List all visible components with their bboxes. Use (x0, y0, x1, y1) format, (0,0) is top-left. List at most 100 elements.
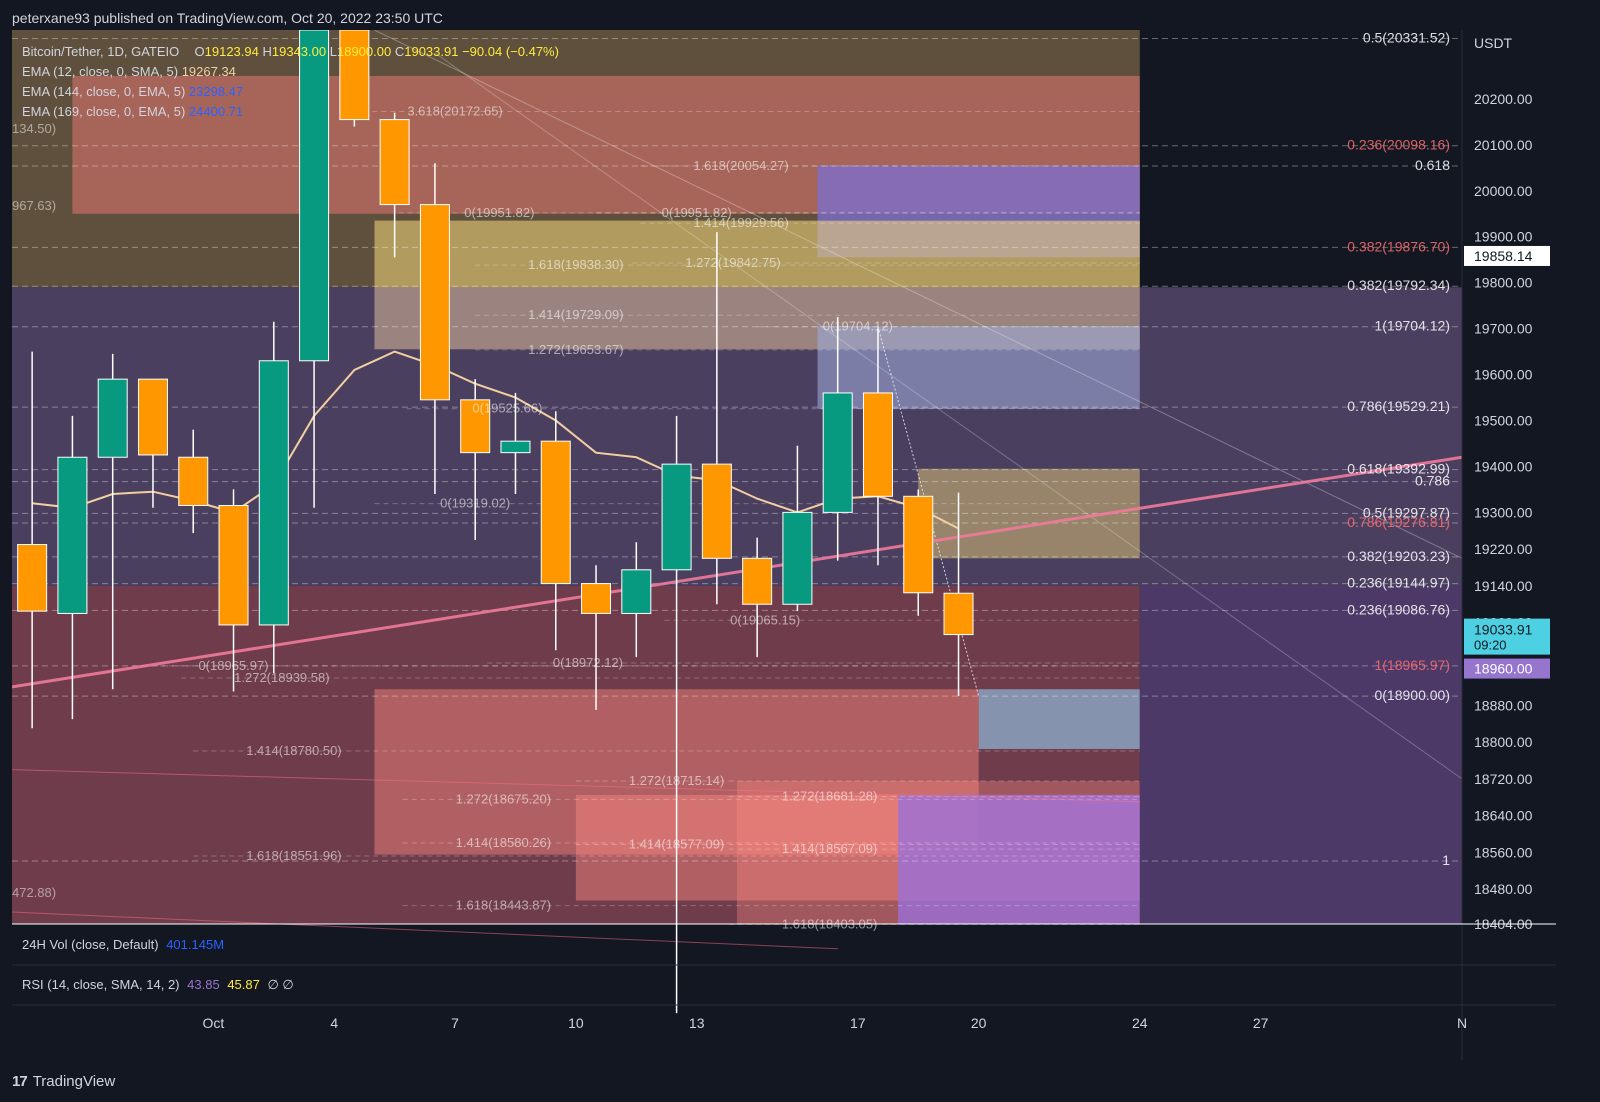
fib-edge-label: 967.63) (12, 198, 56, 213)
volume-label: 24H Vol (close, Default) (22, 937, 159, 952)
candle-body (742, 557, 773, 605)
price-tick-label: 18560.00 (1474, 844, 1533, 860)
fib-level-label: 0.5(20331.52) (1363, 30, 1450, 45)
trend-lines (12, 30, 1463, 950)
ema12-label: EMA (12, close, 0, SMA, 5) (22, 64, 179, 79)
price-tick-label: 19220.00 (1474, 541, 1533, 557)
candle-body (621, 569, 652, 614)
price-axis-bg (1462, 30, 1556, 924)
price-tick-label: 19800.00 (1474, 275, 1533, 291)
candle-body (218, 504, 249, 626)
fib-extension-label: 1.414(19729.09) (528, 307, 623, 322)
time-tick-label: 13 (689, 1015, 705, 1031)
fib-extension-label: 1.272(18675.20) (456, 791, 551, 806)
price-tick-label: 19700.00 (1474, 321, 1533, 337)
candle-body (500, 440, 531, 454)
trend-line (12, 911, 838, 950)
fib-edge-label: 472.88) (12, 885, 56, 900)
time-tick-label: Oct (202, 1015, 224, 1031)
price-chart[interactable]: 3.618(20172.65) 1.618(20054.27) 0(19951.82… (12, 30, 1556, 1060)
tradingview-brand[interactable]: 17 TradingView (12, 1073, 115, 1090)
fib-level-label: 0.618(19392.99) (1347, 461, 1450, 477)
ema144-row[interactable]: EMA (144, close, 0, EMA, 5) 23298.47 (22, 82, 559, 102)
fib-level-label: 0(18900.00) (1374, 687, 1450, 703)
last-price-tag (1464, 618, 1550, 655)
tradingview-logo-icon: 17 (12, 1073, 28, 1090)
candle-body (419, 204, 450, 401)
price-tick-label: 18480.00 (1474, 881, 1533, 897)
candles (17, 30, 974, 1014)
time-tick-label: 24 (1132, 1015, 1148, 1031)
ema12-row[interactable]: EMA (12, close, 0, SMA, 5) 19267.34 (22, 62, 559, 82)
fib-level-label: 0.5(19297.87) (1363, 504, 1450, 520)
time-tick-label: 7 (451, 1015, 459, 1031)
price-tick-label: 18880.00 (1474, 697, 1533, 713)
candle-body (581, 583, 612, 614)
candle-body (97, 378, 128, 458)
fib-extension-label: 0(18972.12) (553, 655, 623, 670)
fib-extension-label: 1.414(18577.09) (629, 836, 724, 851)
time-tick-label: 4 (330, 1015, 338, 1031)
fib-extension-label: 1.272(19653.67) (528, 342, 623, 357)
rsi-null-icons: ∅ ∅ (267, 977, 294, 992)
candle-body (782, 511, 813, 605)
fib-level-label: 0.786 (1415, 473, 1450, 489)
tradingview-name: TradingView (32, 1073, 116, 1090)
candle-body (862, 392, 893, 497)
fib-extension-label: 0(19951.82) (662, 205, 732, 220)
fib-extension-label: 1.414(18580.26) (456, 835, 551, 850)
price-tick-label: 19400.00 (1474, 458, 1533, 474)
trend-line (434, 52, 1463, 780)
low-price-tag (1464, 658, 1550, 679)
price-axis: 20200.00 20100.00 20000.00 19900.00 19800.00… (1474, 91, 1533, 932)
fib-extension-label: 1.414(19929.56) (693, 215, 788, 230)
rsi-panel-legend[interactable]: RSI (14, close, SMA, 14, 2) 43.85 45.87 … (22, 977, 294, 993)
fib-extension-label: 1.272(18939.58) (234, 670, 329, 685)
trend-line (374, 30, 1463, 559)
fib-lines (12, 37, 1462, 925)
fib-extension-label: 1.272(18715.14) (629, 773, 724, 788)
ema144-line (12, 455, 1463, 689)
fib-edge-label: 134.50) (12, 121, 56, 136)
fib-level-label: 1(18965.97) (1374, 657, 1450, 673)
symbol-row: Bitcoin/Tether, 1D, GATEIO O19123.94 H19… (22, 42, 559, 62)
price-tick-label: 18640.00 (1474, 808, 1533, 824)
candle-body (903, 495, 934, 594)
symbol-name[interactable]: Bitcoin/Tether, 1D, GATEIO (22, 44, 180, 59)
candle-body (57, 456, 88, 614)
chart-legend: Bitcoin/Tether, 1D, GATEIO O19123.94 H19… (22, 42, 559, 122)
fib-labels: 3.618(20172.65) 1.618(20054.27) 0(19951.82… (12, 30, 1450, 931)
time-tick-label: 17 (850, 1015, 866, 1031)
open-label: O (194, 44, 205, 59)
ema144-label: EMA (144, close, 0, EMA, 5) (22, 84, 186, 99)
fib-extension-label: 1.618(18551.96) (246, 848, 341, 863)
time-axis: Oct 4 7 10 13 17 20 24 27 N (202, 1015, 1467, 1031)
price-tick-label: 18720.00 (1474, 771, 1533, 787)
candle-body (701, 463, 732, 559)
change-value: −90.04 (−0.47%) (462, 44, 559, 59)
candle-body (339, 30, 370, 121)
fib-extension-label: 0(19065.15) (730, 612, 800, 627)
candle-body (178, 456, 209, 506)
time-tick-label: 20 (971, 1015, 987, 1031)
volume-panel-legend[interactable]: 24H Vol (close, Default) 401.145M (22, 937, 224, 952)
ema169-row[interactable]: EMA (169, close, 0, EMA, 5) 24400.71 (22, 102, 559, 122)
fib-level-label: 1(19704.12) (1374, 318, 1450, 334)
currency-label: USDT (1474, 35, 1513, 51)
price-tick-label: 20100.00 (1474, 137, 1533, 153)
candle-body (661, 463, 692, 571)
trend-line (12, 769, 1140, 803)
candle-body (822, 392, 853, 513)
rsi-label: RSI (14, close, SMA, 14, 2) (22, 977, 180, 992)
price-tick-label: 19900.00 (1474, 229, 1533, 245)
ema12-value: 19267.34 (181, 64, 236, 79)
candle-body (258, 360, 289, 626)
fib-extension-label: 1.414(18780.50) (246, 743, 341, 758)
fib-extension-label: 1.414(18567.09) (782, 841, 877, 856)
price-tick-label: 18800.00 (1474, 734, 1533, 750)
fib-extension-label: 0(18965.97) (198, 658, 268, 673)
candle-body (943, 592, 974, 636)
fib-extension-label: 0(19951.82) (464, 205, 534, 220)
open-value: 19123.94 (204, 44, 259, 59)
fib-extension-label: 3.618(20172.65) (407, 103, 502, 118)
